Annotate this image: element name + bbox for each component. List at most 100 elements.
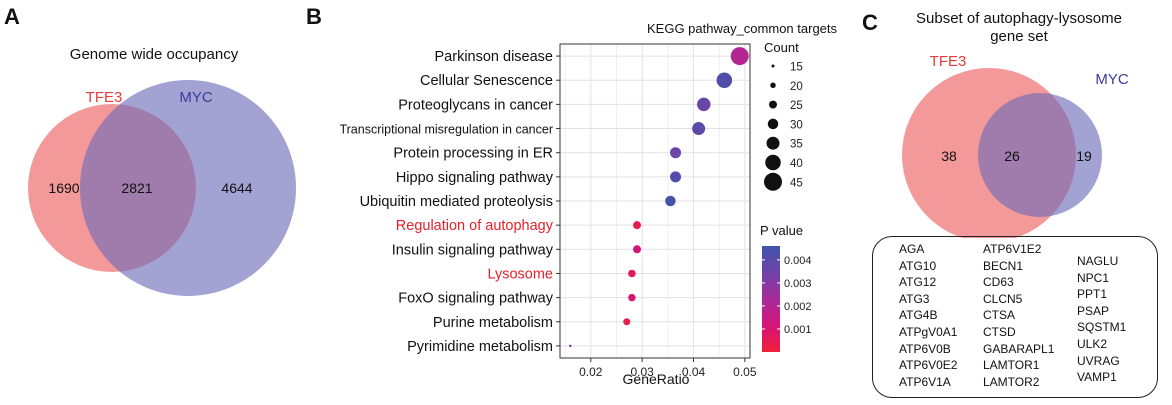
- x-tick-label: 0.03: [630, 365, 654, 379]
- size-legend-dot: [765, 154, 781, 171]
- gene-col1-8: ATP6V1A: [899, 374, 951, 389]
- venn-c-myc-only: 19: [1076, 148, 1092, 164]
- size-legend-dot: [767, 118, 779, 130]
- gene-col2-0: ATP6V1E2: [983, 242, 1042, 256]
- venn-a-myc-only: 4644: [221, 180, 252, 196]
- y-tick-label: Cellular Senescence: [420, 73, 553, 89]
- gene-col1-3: ATG3: [899, 291, 930, 306]
- size-legend-label: 40: [790, 158, 803, 170]
- venn-c: TFE3 MYC 38 26 19: [902, 53, 1129, 238]
- data-point: [628, 293, 636, 302]
- data-point: [670, 147, 682, 159]
- venn-c-label-tfe3: TFE3: [930, 53, 967, 70]
- gene-col2-2: CD63: [983, 275, 1014, 290]
- gene-list-box: AGA ATG10 ATG12 ATG3 ATG4B ATPgV0A1 ATP6V0B ATP…: [872, 236, 1158, 398]
- gene-col3-0: NAGLU: [1077, 254, 1119, 268]
- y-tick-label: Regulation of autophagy: [396, 218, 554, 234]
- kegg-dot-plot: KEGG pathway_common targets GeneRatio Co…: [339, 21, 838, 387]
- gene-col2-3: CLCN5: [983, 291, 1023, 306]
- data-point: [692, 122, 706, 136]
- data-point: [628, 269, 636, 278]
- gene-col1-6: ATP6V0B: [899, 341, 951, 356]
- size-legend-dot: [766, 136, 780, 150]
- data-point: [716, 72, 733, 88]
- data-point: [697, 97, 711, 112]
- gene-col1-7: ATP6V0E2: [899, 358, 958, 373]
- gene-column-3: NAGLU NPC1 PPT1 PSAP SQSTM1 ULK2 UVRAG VAMP1: [1077, 253, 1126, 386]
- gene-col2-8: LAMTOR2: [983, 374, 1040, 389]
- gene-column-1: AGA ATG10 ATG12 ATG3 ATG4B ATPgV0A1 ATP6V0B ATP…: [899, 241, 957, 390]
- size-legend-dot: [771, 64, 775, 68]
- y-tick-label: Lysosome: [487, 266, 553, 282]
- panel-c-title-line2: gene set: [990, 28, 1048, 45]
- gene-col3-7: VAMP1: [1077, 370, 1117, 385]
- data-point: [569, 344, 572, 348]
- data-point: [670, 171, 682, 183]
- panel-c-title-line1: Subset of autophagy-lysosome: [916, 10, 1122, 27]
- x-tick-label: 0.02: [579, 365, 603, 379]
- data-point: [665, 195, 676, 207]
- color-legend-label: 0.002: [784, 301, 812, 313]
- panel-c-letter: C: [862, 10, 878, 35]
- gene-col2-5: CTSD: [983, 324, 1016, 339]
- panel-b-letter: B: [306, 4, 322, 29]
- venn-a-tfe3-only: 1690: [48, 180, 79, 196]
- y-tick-label: Purine metabolism: [433, 315, 553, 331]
- venn-c-label-myc: MYC: [1095, 71, 1129, 88]
- chart-title: KEGG pathway_common targets: [647, 21, 838, 36]
- y-tick-label: Parkinson disease: [435, 49, 554, 65]
- venn-a-label-tfe3: TFE3: [86, 89, 123, 106]
- x-axis-label: GeneRatio: [623, 371, 690, 387]
- size-legend-label: 30: [790, 119, 803, 131]
- plot-border: [559, 43, 751, 359]
- gene-col1-1: ATG10: [899, 258, 937, 273]
- venn-a-circle-myc: [80, 80, 296, 296]
- gene-col1-4: ATG4B: [899, 308, 938, 323]
- size-legend-title: Count: [764, 40, 799, 55]
- gene-column-2: ATP6V1E2 BECN1 CD63 CLCN5 CTSA CTSD GABARAPL1 L…: [983, 241, 1054, 390]
- color-legend-label: 0.004: [784, 255, 812, 267]
- size-legend-label: 25: [790, 100, 803, 112]
- color-legend-label: 0.001: [784, 324, 812, 336]
- venn-c-circle-myc: [978, 93, 1102, 217]
- gene-col2-1: BECN1: [983, 258, 1024, 273]
- data-point: [633, 221, 642, 230]
- gene-col2-6: GABARAPL1: [983, 341, 1055, 356]
- panel-a-title: Genome wide occupancy: [69, 46, 239, 63]
- size-legend-label: 45: [790, 177, 803, 189]
- y-tick-label: Pyrimidine metabolism: [407, 339, 553, 355]
- y-tick-label: Ubiquitin mediated proteolysis: [360, 194, 553, 210]
- gene-col3-6: UVRAG: [1077, 353, 1120, 368]
- gene-col3-2: PPT1: [1077, 287, 1108, 302]
- y-tick-label: Hippo signaling pathway: [396, 170, 554, 186]
- gene-col1-2: ATG12: [899, 275, 937, 290]
- gene-col3-3: PSAP: [1077, 303, 1110, 318]
- y-tick-label: Proteoglycans in cancer: [398, 97, 553, 113]
- color-legend-title: P value: [760, 223, 803, 238]
- gene-col3-4: SQSTM1: [1077, 320, 1127, 335]
- x-tick-label: 0.05: [733, 365, 757, 379]
- gene-col3-5: ULK2: [1077, 336, 1108, 351]
- data-point: [730, 47, 749, 66]
- gene-col2-4: CTSA: [983, 308, 1016, 323]
- gene-col1-0: AGA: [899, 242, 925, 256]
- size-legend-dot: [764, 172, 782, 191]
- y-tick-label: Transcriptional misregulation in cancer: [339, 123, 553, 137]
- venn-a: TFE3 MYC 1690 2821 4644: [28, 80, 296, 296]
- y-tick-label: FoxO signaling pathway: [398, 291, 553, 307]
- color-legend-bar: [762, 246, 780, 352]
- color-legend-label: 0.003: [784, 278, 812, 290]
- gene-col3-1: NPC1: [1077, 270, 1110, 285]
- size-legend-label: 15: [790, 62, 803, 74]
- size-legend-dot: [769, 100, 777, 109]
- venn-c-tfe3-only: 38: [941, 148, 957, 164]
- venn-c-overlap: 26: [1004, 148, 1020, 164]
- size-legend-dot: [770, 82, 776, 89]
- gene-col1-5: ATPgV0A1: [899, 324, 958, 339]
- size-legend-label: 20: [790, 81, 803, 93]
- venn-a-overlap: 2821: [121, 180, 152, 196]
- panel-a-letter: A: [4, 4, 20, 29]
- y-tick-label: Protein processing in ER: [393, 146, 553, 162]
- x-tick-label: 0.04: [682, 365, 706, 379]
- data-point: [623, 318, 631, 326]
